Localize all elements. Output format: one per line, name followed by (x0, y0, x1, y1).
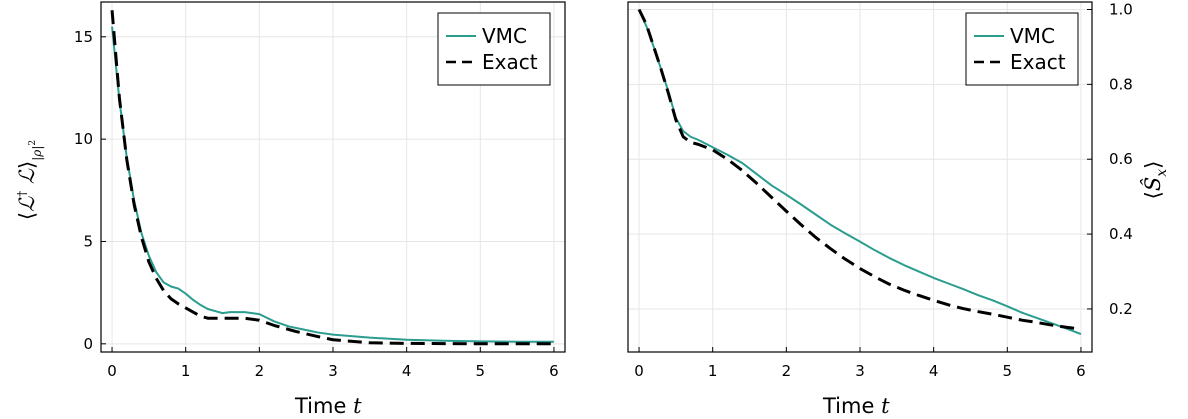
x-tick-label: 4 (402, 362, 412, 380)
right-x-axis-label: Time t (822, 394, 890, 418)
y-tick-label: 5 (83, 232, 93, 250)
y-tick-label: 0.2 (1109, 300, 1133, 318)
x-tick-label: 3 (328, 362, 338, 380)
x-tick-label: 0 (634, 362, 644, 380)
left-legend-vmc-label: VMC (482, 24, 527, 48)
right-grid (628, 2, 1092, 352)
right-legend-exact-label: Exact (1010, 50, 1066, 74)
series-vmc-line (638, 9, 1082, 335)
left-x-axis-label: Time t (294, 394, 362, 418)
left-legend-box (437, 12, 551, 86)
series-exact-line (637, 8, 1082, 331)
x-tick-label: 5 (476, 362, 486, 380)
left-legend-exact-label: Exact (482, 50, 538, 74)
right-series (637, 8, 1082, 335)
right-ticks: 0 1 2 3 4 5 6 0.2 0.4 0.6 0.8 1.0 (634, 0, 1133, 380)
left-x-axis-title: Time t (294, 394, 362, 418)
x-tick-label: 2 (255, 362, 265, 380)
x-tick-label: 4 (929, 362, 939, 380)
y-tick-label: 0.8 (1109, 75, 1133, 93)
x-tick-label: 2 (782, 362, 792, 380)
x-tick-label: 0 (107, 362, 117, 380)
left-series (110, 10, 554, 346)
y-tick-label: 10 (74, 130, 93, 148)
y-tick-label: 0.6 (1109, 150, 1133, 168)
right-panel: 0 1 2 3 4 5 60.20.40.60.81.0 VMC Exact Time t … (627, 0, 1170, 418)
left-ticks: 0 1 2 3 4 5 6 0 5 10 15 (74, 28, 559, 380)
right-legend-box (965, 12, 1079, 86)
series-vmc-line (111, 26, 554, 343)
series-exact-line (110, 10, 554, 346)
left-legend: VMC Exact (437, 12, 551, 86)
y-tick-label: 0.4 (1109, 225, 1133, 243)
y-tick-label: 15 (74, 28, 93, 46)
right-legend-vmc-label: VMC (1010, 24, 1055, 48)
y-tick-label: 1.0 (1109, 0, 1133, 18)
x-tick-label: 3 (855, 362, 865, 380)
x-tick-label: 6 (1076, 362, 1086, 380)
y-tick-label: 0 (83, 335, 93, 353)
x-tick-label: 1 (708, 362, 718, 380)
x-tick-label: 5 (1003, 362, 1013, 380)
x-tick-label: 1 (181, 362, 191, 380)
right-legend: VMC Exact (965, 12, 1079, 86)
right-x-axis-title: Time t (822, 394, 890, 418)
x-tick-label: 6 (549, 362, 559, 380)
